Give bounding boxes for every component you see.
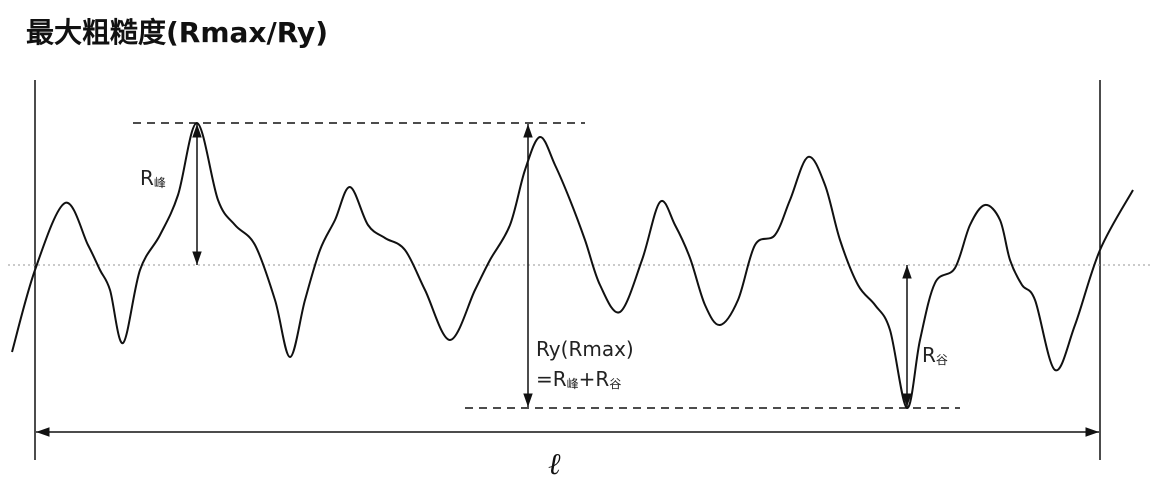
ry-label: Ry(Rmax) — [536, 337, 634, 361]
title: 最大粗糙度(Rmax/Ry) — [26, 16, 328, 49]
formula: =R峰+R谷 — [536, 367, 621, 391]
peak-label: R峰 — [140, 166, 166, 190]
formula-sub: 峰 — [567, 377, 579, 391]
valley-sub: 谷 — [936, 353, 948, 367]
formula-part: =R — [536, 367, 567, 391]
peak-sub: 峰 — [154, 176, 166, 190]
formula-part: +R — [579, 367, 610, 391]
profile-curve — [11, 121, 1134, 410]
formula-sub: 谷 — [609, 377, 621, 391]
valley-label: R谷 — [922, 343, 948, 367]
length-label: ℓ — [548, 447, 561, 482]
valley-r: R — [922, 343, 936, 367]
peak-r: R — [140, 166, 154, 190]
